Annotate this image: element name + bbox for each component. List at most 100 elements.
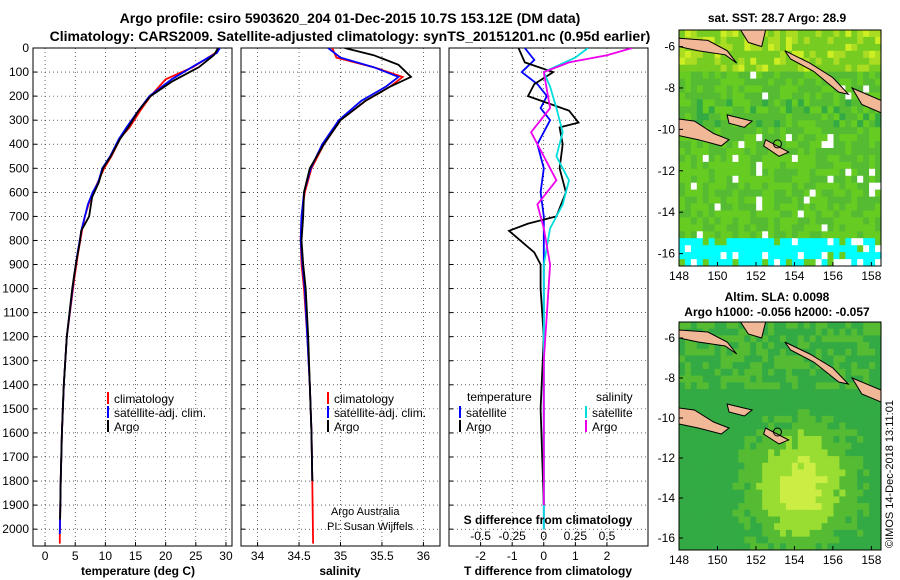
map-cell [726, 210, 733, 218]
map-cell [744, 127, 751, 135]
map-cell [839, 224, 846, 232]
map-cell [875, 134, 881, 142]
map-cell [869, 78, 876, 87]
map-cell [833, 436, 840, 444]
map-cell [785, 409, 793, 417]
map-cell [756, 516, 763, 524]
map-cell [833, 489, 840, 497]
map-cell [720, 375, 728, 383]
map-cell [768, 71, 775, 80]
map-cell [774, 175, 781, 184]
map-cell [720, 113, 728, 121]
map-cell [791, 127, 799, 135]
map-cell [690, 516, 698, 524]
map-cell [845, 536, 852, 544]
map-cell [791, 382, 799, 390]
map-cell [690, 355, 698, 363]
map-cell [869, 368, 876, 377]
map-cell [732, 482, 739, 491]
map-cell [720, 409, 728, 417]
map-cell [875, 148, 881, 156]
map-cell [821, 469, 829, 477]
map-cell [869, 134, 876, 142]
map-cell [780, 64, 787, 73]
map-cell [803, 154, 811, 163]
map-cell [845, 154, 852, 163]
map-cell [791, 516, 799, 524]
map-cell [732, 92, 739, 100]
map-cell [803, 99, 811, 107]
map-cell [803, 395, 811, 404]
map-cell [726, 175, 733, 184]
map-cell [809, 449, 817, 457]
map-cell [679, 509, 686, 518]
map-cell [815, 529, 823, 538]
map-cell [833, 442, 840, 450]
map-cell [738, 43, 745, 52]
map-cell [857, 36, 864, 45]
map-cell [762, 252, 769, 260]
map-cell [863, 368, 870, 377]
map-cell [827, 389, 834, 397]
map-cell [780, 210, 787, 218]
map-cell [702, 516, 710, 524]
map-cell [726, 509, 733, 518]
map-cell [785, 355, 793, 363]
map-cell [797, 389, 805, 397]
map-cell [780, 30, 787, 38]
legend-satellite-adj: satellite-adj. clim. [114, 406, 206, 420]
difference-xtick-label: -1 [507, 549, 518, 563]
map-cell [732, 436, 739, 444]
map-cell [762, 78, 769, 87]
map-cell [732, 210, 739, 218]
map-cell [684, 161, 692, 170]
map-cell [785, 36, 793, 45]
map-cell [756, 489, 763, 497]
map-cell [851, 224, 858, 232]
map-cell [684, 64, 692, 73]
map-cell [803, 442, 811, 450]
map-cell [809, 395, 817, 404]
map-cell [762, 442, 769, 450]
map-cell [857, 328, 864, 336]
map-cell [845, 99, 852, 107]
map-cell [797, 127, 805, 135]
map-cell [738, 203, 745, 211]
map-cell [679, 50, 686, 59]
difference-xtick-label: 2 [604, 549, 611, 563]
map-cell [732, 168, 739, 177]
map-cell [780, 78, 787, 87]
map-cell [750, 348, 757, 357]
map-cell [797, 362, 805, 370]
map-cell [702, 238, 710, 246]
map-cell [690, 57, 698, 66]
map-cell [839, 50, 846, 59]
map-cell [833, 224, 840, 232]
map-cell [803, 335, 811, 343]
map-cell [851, 50, 858, 59]
map-cell [714, 57, 722, 66]
map-cell [797, 496, 805, 504]
map-cell [756, 382, 763, 390]
map-cell [815, 85, 823, 93]
map-cell [875, 182, 881, 191]
map-cell [857, 462, 864, 471]
map-cell [857, 342, 864, 350]
map-cell [851, 389, 858, 397]
map-cell [851, 92, 858, 100]
map-cell [785, 442, 793, 450]
map-cell [756, 182, 763, 191]
map-cell [851, 415, 858, 424]
map-cell [702, 175, 710, 184]
map-cell [684, 342, 692, 350]
map-cell [679, 106, 686, 114]
map-cell [791, 78, 799, 87]
land-mass [726, 114, 754, 128]
map-cell [875, 516, 881, 524]
map-cell [815, 259, 823, 266]
map-cell [768, 543, 775, 550]
map-cell [679, 168, 686, 177]
temperature-panel: 0100200300400500600700800900100011001200… [2, 41, 233, 563]
map-cell [780, 503, 787, 511]
map-cell [833, 509, 840, 518]
